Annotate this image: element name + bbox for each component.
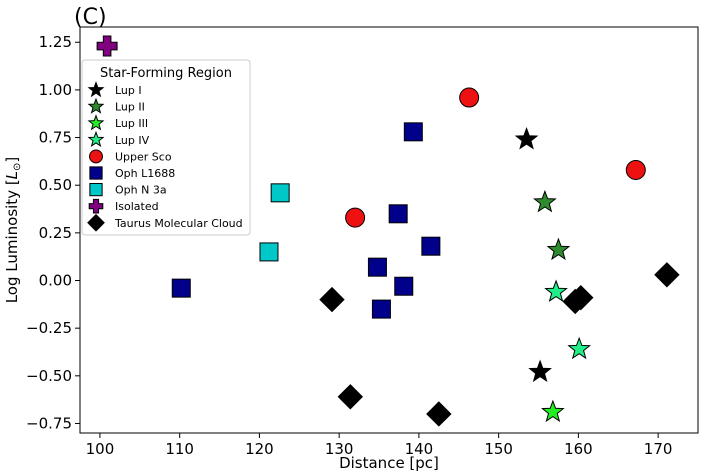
legend-marker-lup-i xyxy=(87,81,105,98)
legend: Star-Forming Region Lup I Lup II Lup III Lu… xyxy=(81,59,251,236)
data-point-upper-sco xyxy=(625,159,646,180)
data-point-oph-l1688 xyxy=(421,236,441,256)
legend-marker-oph-n-3a xyxy=(89,182,103,197)
x-tick-label: 140 xyxy=(405,440,434,458)
data-point-oph-l1688 xyxy=(403,122,423,142)
legend-marker-oph-l1688 xyxy=(89,166,103,180)
data-point-taurus-molecular-cloud xyxy=(568,284,594,311)
x-tick-label: 100 xyxy=(86,440,115,458)
panel-label: (C) xyxy=(74,5,107,30)
legend-label-lup-iv: Lup IV xyxy=(115,134,150,147)
data-point-lup-ii xyxy=(546,237,571,261)
legend-marker-lup-iv xyxy=(87,130,105,148)
data-point-oph-l1688 xyxy=(371,299,391,319)
x-tick-label: 160 xyxy=(564,440,593,458)
x-tick-label: 150 xyxy=(484,440,513,458)
data-point-taurus-molecular-cloud xyxy=(337,384,364,410)
y-tick-label: 0.75 xyxy=(39,129,72,147)
legend-label-taurus-molecular-cloud: Taurus Molecular Cloud xyxy=(114,217,243,230)
y-axis-label: Log Luminosity [L⊙] xyxy=(3,157,23,304)
legend-label-lup-ii: Lup II xyxy=(115,101,145,114)
legend-marker-lup-ii xyxy=(87,97,105,114)
x-tick-label: 120 xyxy=(245,440,274,458)
y-tick-label: 0.25 xyxy=(39,224,72,242)
legend-label-oph-n-3a: Oph N 3a xyxy=(115,184,167,197)
plot-area-frame xyxy=(79,26,699,434)
legend-label-lup-i: Lup I xyxy=(115,84,142,97)
legend-marker-taurus-molecular-cloud xyxy=(87,213,105,232)
data-point-taurus-molecular-cloud xyxy=(426,401,452,427)
y-tick-label: −0.25 xyxy=(26,319,72,337)
y-tick-label: −0.75 xyxy=(26,414,72,432)
x-tick-label: 110 xyxy=(165,440,194,458)
legend-label-oph-l1688: Oph L1688 xyxy=(115,167,175,180)
x-tick-label: 130 xyxy=(325,440,354,458)
legend-label-lup-iii: Lup III xyxy=(115,117,148,130)
legend-title: Star-Forming Region xyxy=(100,66,232,81)
legend-label-isolated: Isolated xyxy=(115,200,159,213)
legend-marker-lup-iii xyxy=(87,114,105,131)
y-tick-label: 0.00 xyxy=(39,272,72,290)
y-tick-label: 0.50 xyxy=(39,176,72,194)
data-point-lup-iii xyxy=(541,399,565,423)
data-point-oph-l1688 xyxy=(394,276,414,296)
y-tick-label: 1.25 xyxy=(39,33,72,51)
data-point-lup-ii xyxy=(533,189,557,213)
x-axis-label: Distance [pc] xyxy=(339,454,439,472)
data-point-oph-n-3a xyxy=(270,183,290,203)
data-point-taurus-molecular-cloud xyxy=(654,262,680,288)
legend-box xyxy=(81,59,251,236)
data-point-oph-l1688 xyxy=(388,204,408,224)
legend-marker-isolated xyxy=(88,198,104,214)
data-point-oph-l1688 xyxy=(367,257,387,277)
data-point-taurus-molecular-cloud xyxy=(319,286,345,313)
data-point-lup-iv xyxy=(544,279,568,303)
x-tick-label: 170 xyxy=(644,440,673,458)
legend-marker-upper-sco xyxy=(89,149,103,164)
data-point-lup-i xyxy=(514,127,539,150)
data-point-isolated xyxy=(96,35,118,57)
data-point-oph-n-3a xyxy=(259,242,279,262)
data-point-upper-sco xyxy=(345,207,366,228)
data-point-upper-sco xyxy=(459,87,480,108)
data-point-lup-i xyxy=(528,359,552,383)
y-tick-label: 1.00 xyxy=(39,81,72,99)
data-point-lup-iv xyxy=(567,336,592,360)
data-point-oph-l1688 xyxy=(171,278,191,298)
y-tick-label: −0.50 xyxy=(26,367,72,385)
legend-label-upper-sco: Upper Sco xyxy=(115,150,172,163)
